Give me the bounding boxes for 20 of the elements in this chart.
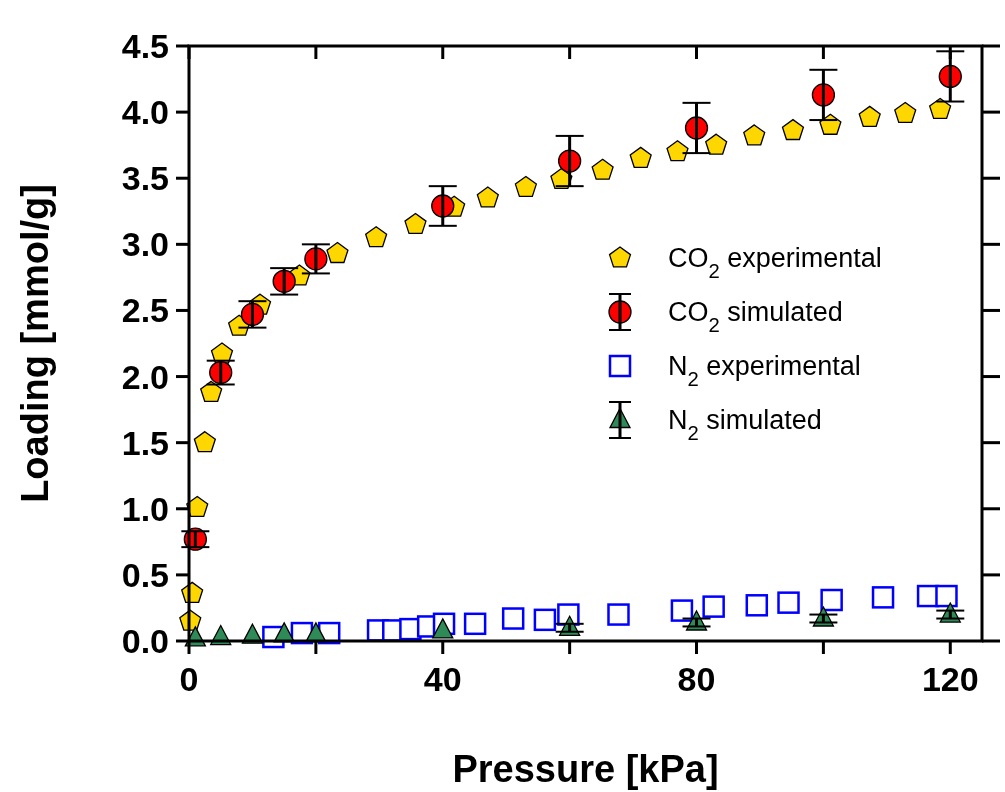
legend-label: CO$_{2}$ experimental (668, 243, 882, 282)
y-tick-label: 0.5 (121, 555, 169, 594)
x-axis-title: Pressure [kPa] (452, 748, 719, 790)
y-tick-label: 1.5 (121, 423, 169, 462)
legend-label: N$_{2}$ simulated (668, 405, 822, 444)
y-tick-label: 2.0 (121, 357, 169, 396)
x-tick-label: 120 (921, 660, 979, 698)
y-tick-label: 4.5 (121, 27, 169, 65)
y-tick-label: 0.0 (121, 622, 169, 660)
y-tick-label: 4.0 (121, 93, 169, 132)
legend-label: N$_{2}$ experimental (668, 351, 861, 390)
legend-label: CO$_{2}$ simulated (668, 297, 843, 336)
x-tick-label: 0 (179, 660, 199, 698)
y-tick-label: 1.0 (121, 489, 169, 528)
y-tick-label: 2.5 (121, 291, 169, 330)
x-tick-label: 40 (423, 660, 462, 698)
y-tick-label: 3.5 (121, 159, 169, 198)
x-tick-label: 80 (677, 660, 716, 698)
y-tick-label: 3.0 (121, 225, 169, 264)
y-axis-title: Loading [mmol/g] (14, 184, 56, 503)
